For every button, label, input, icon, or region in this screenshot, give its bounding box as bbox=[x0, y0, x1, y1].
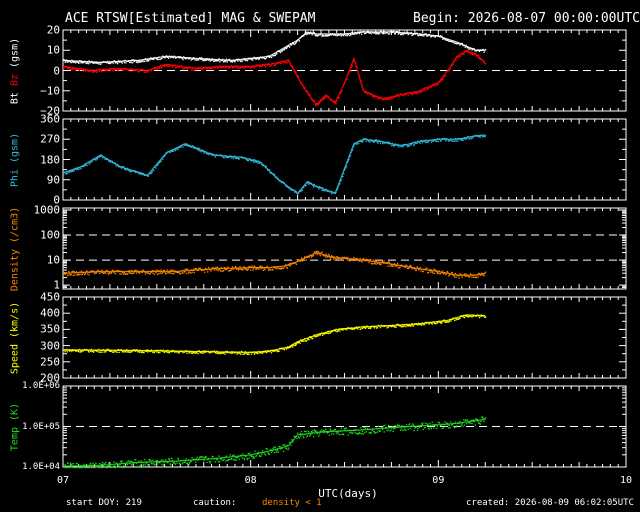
series-points-phi bbox=[63, 134, 487, 195]
y-tick-label-temp: 1.0E+06 bbox=[22, 381, 60, 391]
series-points-speed bbox=[63, 314, 487, 356]
y-tick-label-mag: −10 bbox=[40, 84, 60, 98]
y-tick-label-mag: −20 bbox=[40, 104, 60, 118]
footer-start-doy: start DOY: 219 bbox=[66, 498, 142, 508]
y-axis-label-speed: Speed (km/s) bbox=[10, 301, 21, 373]
y-tick-label-density: 100 bbox=[40, 228, 60, 242]
plot-begin-time: Begin: 2026-08-07 00:00:00UTC bbox=[413, 11, 640, 26]
panel-frame-speed bbox=[62, 296, 627, 379]
series-points-bz bbox=[63, 49, 487, 107]
y-axis-label-part: (gsm) bbox=[9, 37, 21, 74]
y-axis-label-density: Density (/cm3) bbox=[10, 206, 21, 290]
y-tick-label-phi: 0 bbox=[53, 193, 60, 207]
y-tick-label-speed: 300 bbox=[40, 339, 60, 353]
y-axis-label-part: Phi (gsm) bbox=[9, 132, 21, 187]
y-tick-label-temp: 1.0E+04 bbox=[22, 462, 60, 472]
y-tick-label-density: 1 bbox=[53, 278, 60, 292]
panel-frame-phi bbox=[62, 118, 627, 201]
y-tick-label-mag: 0 bbox=[53, 64, 60, 77]
y-tick-label-mag: 10 bbox=[46, 43, 60, 57]
x-axis-label: UTC(days) bbox=[318, 487, 378, 500]
y-tick-label-speed: 400 bbox=[40, 306, 60, 320]
y-axis-label-part: Speed (km/s) bbox=[9, 301, 21, 374]
y-tick-label-speed: 200 bbox=[40, 371, 60, 385]
x-tick-label: 10 bbox=[619, 475, 633, 486]
footer-caution-note: density < 1 bbox=[262, 498, 322, 508]
y-axis-label-part: Bt bbox=[9, 91, 21, 104]
plot-title: ACE RTSW[Estimated] MAG & SWEPAM bbox=[65, 11, 316, 26]
y-axis-label-part: Density (/cm3) bbox=[9, 206, 21, 291]
y-tick-label-speed: 450 bbox=[40, 290, 60, 304]
y-tick-label-phi: 180 bbox=[40, 153, 60, 166]
y-tick-label-temp: 1.0E+05 bbox=[22, 421, 60, 432]
y-tick-label-speed: 250 bbox=[40, 355, 60, 369]
y-axis-label-phi: Phi (gsm) bbox=[10, 132, 21, 186]
y-axis-label-part: Bz bbox=[9, 73, 21, 92]
y-axis-label-mag: Bt Bz (gsm) bbox=[10, 37, 21, 103]
footer-caution: caution: bbox=[193, 498, 237, 508]
y-axis-label-temp: Temp (K) bbox=[10, 402, 21, 450]
footer-created: created: 2026-08-09 06:02:05UTC bbox=[466, 498, 634, 508]
series-points-temp bbox=[63, 416, 487, 469]
panel-frame-density bbox=[62, 207, 627, 290]
y-tick-label-phi: 270 bbox=[40, 132, 60, 146]
series-line-phi bbox=[62, 134, 486, 195]
series-line-bz bbox=[62, 49, 486, 106]
y-axis-label-part: Temp (K) bbox=[9, 402, 21, 451]
x-tick-label: 08 bbox=[244, 475, 257, 486]
y-tick-label-mag: 20 bbox=[46, 23, 60, 37]
y-tick-label-density: 10 bbox=[46, 253, 60, 267]
series-line-bt bbox=[62, 31, 486, 64]
y-tick-label-density: 1000 bbox=[33, 203, 61, 217]
series-points-density bbox=[63, 250, 487, 279]
series-points-bt bbox=[63, 30, 487, 65]
y-tick-label-phi: 360 bbox=[40, 112, 60, 126]
series-line-speed bbox=[62, 314, 486, 354]
y-tick-label-phi: 90 bbox=[46, 173, 60, 187]
x-tick-label: 09 bbox=[432, 475, 445, 486]
x-tick-label: 07 bbox=[56, 475, 70, 486]
y-tick-label-speed: 350 bbox=[40, 322, 60, 336]
